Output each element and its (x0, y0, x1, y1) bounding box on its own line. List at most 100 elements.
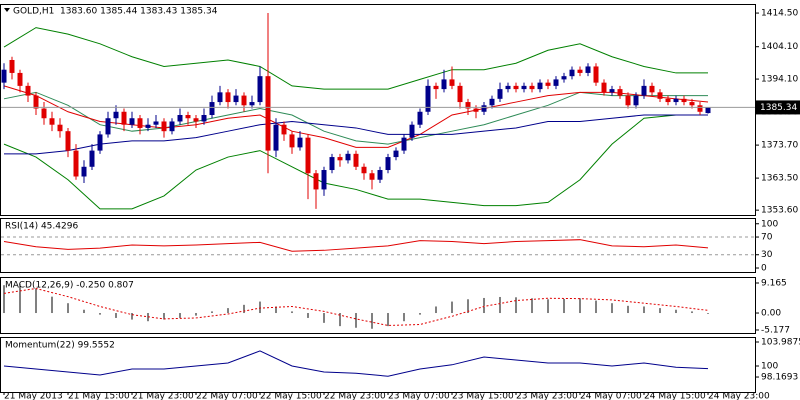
histogram-bar (563, 298, 565, 314)
y-tick-label: 1394.10 (761, 75, 798, 85)
x-tick-label: 21 May 2013 (4, 392, 63, 400)
chart-info: 1383.60 1385.44 1383.43 1385.34 (60, 7, 218, 17)
last-price-box (756, 100, 800, 115)
candle-body (577, 69, 583, 73)
candle-body (217, 92, 223, 103)
histogram-bar (387, 313, 389, 327)
indicator-line (3, 27, 708, 90)
candle-body (441, 79, 447, 90)
histogram-bar (355, 313, 357, 328)
candle-body (81, 166, 87, 177)
candle-body (209, 102, 215, 116)
candle-body (425, 85, 431, 112)
histogram-bar (515, 297, 517, 314)
candle-body (409, 124, 415, 138)
y-tick-label: 0 (761, 264, 767, 274)
x-tick-label: 21 May 23:00 (132, 392, 194, 400)
histogram-bar (579, 298, 581, 314)
candle-body (609, 89, 615, 93)
histogram-bar (531, 298, 533, 314)
indicator-line (3, 85, 709, 148)
candle-body (145, 124, 151, 128)
candle-body (321, 170, 327, 190)
histogram-bar (403, 313, 405, 322)
candle-body (553, 79, 559, 86)
x-tick-label: 24 May 23:00 (708, 392, 770, 400)
histogram-bar (227, 308, 229, 314)
candle-body (33, 95, 39, 109)
candle-body (17, 72, 23, 86)
histogram-bar (291, 311, 293, 314)
candle-body (361, 166, 367, 174)
chart-title: GOLD,H1 (13, 7, 54, 17)
candle-body (329, 157, 335, 171)
candle-body (49, 118, 55, 125)
histogram-bar (627, 305, 629, 314)
y-tick-label: 98.1693 (761, 373, 798, 383)
histogram-bar (595, 300, 597, 314)
candle-body (297, 137, 303, 148)
y-tick-label: 70 (761, 233, 773, 243)
histogram-bar (67, 303, 69, 314)
candle-body (169, 121, 175, 132)
y-tick-label: 0.00 (761, 309, 781, 319)
candle-body (201, 115, 207, 122)
candle-body (9, 59, 15, 73)
candle-body (473, 108, 479, 112)
histogram-bar (19, 284, 21, 314)
histogram-bar (419, 313, 421, 315)
candle-body (137, 118, 143, 128)
candle-body (385, 157, 391, 171)
histogram-bar (659, 308, 661, 314)
panel-frame (0, 218, 756, 273)
candle-body (305, 137, 311, 174)
candle-body (649, 85, 655, 93)
candle-body (225, 92, 231, 103)
candle-body (545, 82, 551, 86)
candle-body (593, 66, 599, 83)
histogram-bar (195, 313, 197, 316)
x-tick-label: 24 May 07:00 (580, 392, 642, 400)
x-tick-label: 23 May 23:00 (516, 392, 578, 400)
histogram-bar (483, 297, 485, 314)
histogram-bar (467, 299, 469, 314)
candle-body (129, 118, 135, 125)
histogram-bar (243, 304, 245, 314)
histogram-bar (499, 296, 501, 314)
histogram-bar (643, 306, 645, 314)
y-tick-label: 1373.70 (761, 141, 798, 151)
last-price-label: 1385.34 (760, 103, 797, 113)
histogram-bar (99, 313, 101, 315)
x-tick-label: 22 May 23:00 (324, 392, 386, 400)
y-tick-label: 103.9875 (761, 338, 800, 348)
indicator-line (3, 239, 709, 252)
candle-body (393, 150, 399, 158)
candle-body (65, 131, 71, 151)
histogram-bar (371, 313, 373, 329)
candle-body (417, 111, 423, 125)
candle-body (401, 137, 407, 151)
histogram-bar (115, 313, 117, 318)
candle-body (457, 85, 463, 103)
candle-body (345, 153, 351, 161)
x-tick-label: 22 May 07:00 (196, 392, 258, 400)
candle-body (617, 89, 623, 96)
histogram-bar (451, 301, 453, 314)
histogram-bar (611, 303, 613, 314)
x-tick-label: 22 May 15:00 (260, 392, 322, 400)
histogram-bar (675, 309, 677, 314)
candle-body (665, 98, 671, 103)
candle-body (105, 118, 111, 135)
x-tick-label: 23 May 07:00 (388, 392, 450, 400)
histogram-bar (259, 301, 261, 314)
candle-body (657, 92, 663, 99)
candle-body (241, 95, 247, 106)
candle-body (369, 173, 375, 180)
indicator-line (4, 114, 708, 155)
candle-body (57, 124, 63, 132)
candle-body (41, 108, 47, 119)
candle-body (497, 89, 503, 99)
panel-frame (0, 337, 756, 393)
histogram-bar (707, 313, 709, 314)
y-tick-label: 100 (761, 219, 778, 229)
